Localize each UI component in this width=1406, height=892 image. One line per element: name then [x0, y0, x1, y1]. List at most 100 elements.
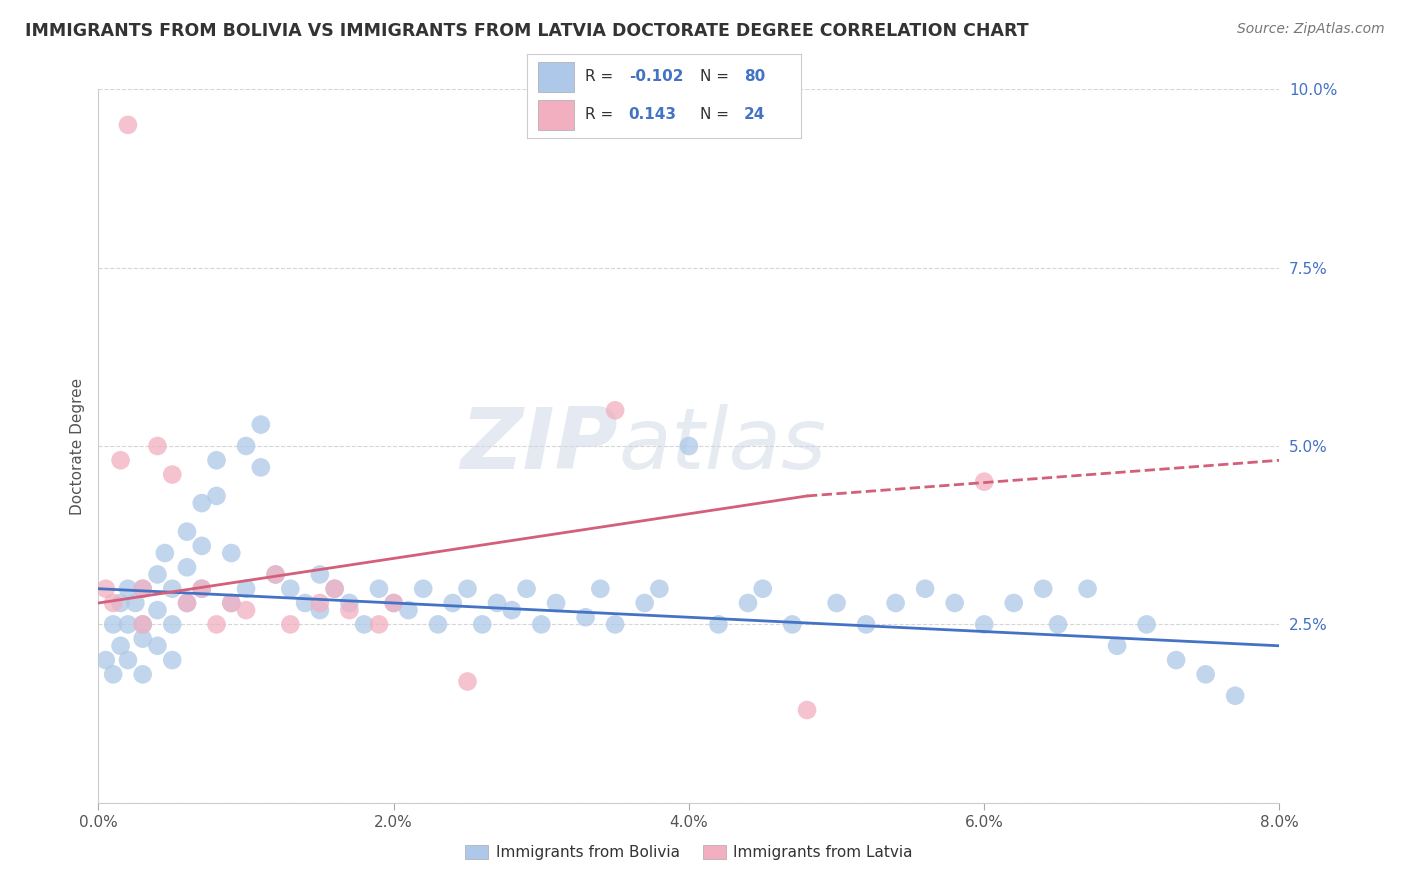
- Text: N =: N =: [700, 69, 734, 84]
- Point: [368, 617, 391, 632]
- Point: [546, 596, 568, 610]
- Point: [1046, 617, 1070, 632]
- Point: [146, 439, 169, 453]
- Point: [132, 582, 155, 596]
- Point: [132, 582, 155, 596]
- Point: [1032, 582, 1054, 596]
- Point: [176, 596, 198, 610]
- Point: [94, 653, 117, 667]
- Point: [884, 596, 907, 610]
- Point: [309, 567, 332, 582]
- Point: [205, 489, 228, 503]
- Point: [146, 603, 169, 617]
- Point: [250, 460, 273, 475]
- Point: [412, 582, 434, 596]
- Point: [235, 582, 257, 596]
- Point: [457, 582, 479, 596]
- FancyBboxPatch shape: [538, 62, 574, 92]
- FancyBboxPatch shape: [538, 100, 574, 130]
- Point: [124, 596, 146, 610]
- Point: [441, 596, 464, 610]
- Point: [339, 596, 361, 610]
- Point: [132, 667, 155, 681]
- Point: [103, 596, 125, 610]
- Point: [1166, 653, 1188, 667]
- Point: [117, 118, 139, 132]
- Point: [309, 596, 332, 610]
- Point: [162, 582, 183, 596]
- Point: [162, 617, 183, 632]
- Point: [737, 596, 759, 610]
- Point: [943, 596, 966, 610]
- Point: [117, 582, 139, 596]
- Point: [205, 453, 228, 467]
- Text: atlas: atlas: [619, 404, 827, 488]
- Point: [457, 674, 479, 689]
- Point: [1136, 617, 1159, 632]
- Text: 80: 80: [744, 69, 765, 84]
- Point: [221, 596, 243, 610]
- Point: [353, 617, 375, 632]
- Point: [110, 639, 132, 653]
- Text: Source: ZipAtlas.com: Source: ZipAtlas.com: [1237, 22, 1385, 37]
- Point: [221, 546, 243, 560]
- Y-axis label: Doctorate Degree: Doctorate Degree: [69, 377, 84, 515]
- Point: [752, 582, 775, 596]
- Point: [94, 582, 117, 596]
- Point: [191, 496, 214, 510]
- Point: [110, 596, 132, 610]
- Point: [235, 439, 257, 453]
- Point: [914, 582, 936, 596]
- Point: [398, 603, 420, 617]
- Point: [221, 596, 243, 610]
- Point: [382, 596, 405, 610]
- Point: [486, 596, 509, 610]
- Point: [280, 582, 302, 596]
- Point: [132, 617, 155, 632]
- Point: [264, 567, 287, 582]
- Point: [1077, 582, 1099, 596]
- Point: [110, 453, 132, 467]
- Point: [471, 617, 494, 632]
- Point: [1002, 596, 1025, 610]
- Point: [250, 417, 273, 432]
- Point: [368, 582, 391, 596]
- Point: [605, 617, 627, 632]
- Text: N =: N =: [700, 107, 734, 122]
- Point: [235, 603, 257, 617]
- Point: [132, 617, 155, 632]
- Point: [294, 596, 316, 610]
- Point: [280, 617, 302, 632]
- Point: [678, 439, 700, 453]
- Point: [146, 567, 169, 582]
- Point: [264, 567, 287, 582]
- Point: [176, 524, 198, 539]
- Point: [103, 617, 125, 632]
- Point: [1107, 639, 1129, 653]
- Point: [973, 617, 995, 632]
- Point: [176, 560, 198, 574]
- Point: [575, 610, 598, 624]
- Point: [973, 475, 995, 489]
- Point: [153, 546, 176, 560]
- Point: [191, 539, 214, 553]
- Text: 24: 24: [744, 107, 765, 122]
- Point: [309, 603, 332, 617]
- Point: [162, 467, 183, 482]
- Point: [176, 596, 198, 610]
- Point: [707, 617, 730, 632]
- Text: 0.143: 0.143: [628, 107, 676, 122]
- Point: [782, 617, 804, 632]
- Text: R =: R =: [585, 69, 619, 84]
- Legend: Immigrants from Bolivia, Immigrants from Latvia: Immigrants from Bolivia, Immigrants from…: [460, 839, 918, 866]
- Point: [427, 617, 450, 632]
- Point: [1225, 689, 1247, 703]
- Point: [648, 582, 671, 596]
- Point: [323, 582, 346, 596]
- Point: [146, 639, 169, 653]
- Text: R =: R =: [585, 107, 619, 122]
- Text: IMMIGRANTS FROM BOLIVIA VS IMMIGRANTS FROM LATVIA DOCTORATE DEGREE CORRELATION C: IMMIGRANTS FROM BOLIVIA VS IMMIGRANTS FR…: [25, 22, 1029, 40]
- Point: [855, 617, 877, 632]
- Point: [323, 582, 346, 596]
- Point: [132, 632, 155, 646]
